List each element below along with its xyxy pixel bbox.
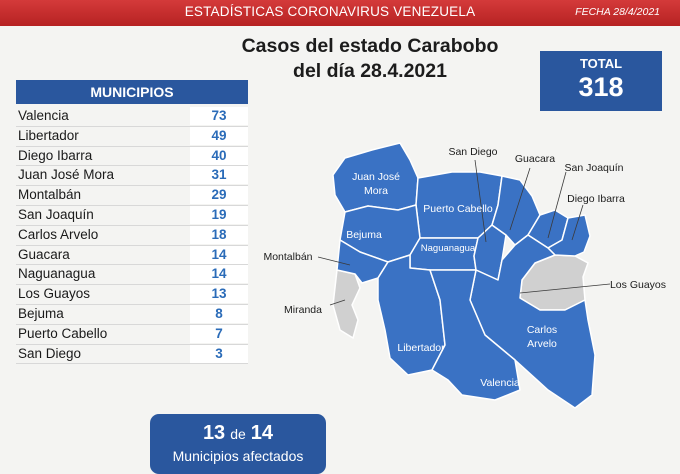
municipio-name: Montalbán [18,187,82,203]
map-label-montalban: Montalbán [263,251,312,263]
municipio-cases: 73 [190,107,248,125]
affected-total: 14 [250,422,274,444]
municipio-cases: 14 [190,265,248,284]
municipio-cases: 19 [190,205,248,224]
municipio-name: Bejuma [18,305,64,321]
municipio-row: Guacara 14 [16,245,248,266]
pointer-diego-ibarra [571,204,584,241]
pointer-los-guayos [519,283,611,294]
municipio-name: Los Guayos [18,286,91,302]
municipio-name: Puerto Cabello [18,325,108,341]
map-label-miranda: Miranda [284,304,322,316]
municipio-cases: 40 [190,146,248,165]
municipio-row: Valencia 73 [16,107,248,127]
municipio-row: Libertador 49 [16,126,248,147]
municipio-row: Bejuma 8 [16,304,248,325]
municipio-cases: 8 [190,304,248,323]
header-date: FECHA 28/4/2021 [575,6,660,18]
municipio-row: Diego Ibarra 40 [16,146,248,167]
municipio-row: Naguanagua 14 [16,265,248,286]
map-label-diego-ibarra: Diego Ibarra [567,193,625,205]
region-miranda [332,269,361,340]
affected-count-line: 13 de 14 [150,422,326,445]
map-label-los-guayos: Los Guayos [610,279,666,291]
municipio-cases: 31 [190,166,248,185]
page-title-line2: del día 28.4.2021 [293,60,447,82]
map-label-valencia: Valencia [480,377,520,389]
region-valencia [429,269,521,401]
municipio-name: Guacara [18,246,70,262]
municipio-name: Valencia [18,108,69,123]
map-label-san-diego: San Diego [448,146,497,158]
pointer-san-joaquin [547,171,567,239]
header-title: ESTADÍSTICAS CORONAVIRUS VENEZUELA [184,4,476,19]
municipio-row: San Diego 3 [16,344,248,365]
affected-label: Municipios afectados [172,448,304,464]
municipio-cases: 7 [190,324,248,343]
pointer-guacara [509,167,531,231]
map-label-naguanagua: Naguanagua [421,243,476,254]
municipio-row: Carlos Arvelo 18 [16,225,248,246]
map-label-puerto-cabello: Puerto Cabello [423,203,493,215]
total-label: TOTAL [579,56,623,71]
affected-count: 13 [202,422,226,444]
municipio-name: Naguanagua [18,266,96,282]
municipio-cases: 18 [190,225,248,244]
municipio-row: Los Guayos 13 [16,285,248,305]
map-label-carlos-arvelo-1: Carlos [527,324,557,336]
affected-box: 13 de 14 Municipios afectados [150,414,326,474]
total-value: 318 [578,72,624,102]
map-label-libertador: Libertador [397,342,445,354]
municipio-name: Carlos Arvelo [18,226,99,242]
municipio-name: Diego Ibarra [18,147,93,163]
region-carlos-arvelo [469,234,596,409]
municipio-name: San Diego [18,345,82,361]
map-label-guacara: Guacara [515,153,555,165]
affected-connector: de [230,426,246,442]
municipio-row: San Joaquín 19 [16,205,248,226]
total-box: TOTAL 318 [540,51,662,111]
municipio-row: Montalbán 29 [16,186,248,206]
pointer-miranda [329,299,346,306]
pointer-montalban [317,256,351,266]
municipio-cases: 14 [190,245,248,264]
region-montalban [336,239,389,284]
page-title-line1: Casos del estado Carabobo [241,35,499,57]
municipio-name: Juan José Mora [18,167,115,183]
municipio-name: San Joaquín [18,206,94,222]
municipio-row: Juan José Mora 31 [16,166,248,187]
map-label-bejuma: Bejuma [346,229,382,241]
municipios-header: MUNICIPIOS [16,80,248,104]
municipio-row: Puerto Cabello 7 [16,324,248,345]
municipio-cases: 3 [190,344,248,363]
region-diego-ibarra [547,214,591,257]
municipio-name: Libertador [18,127,79,143]
municipio-cases: 29 [190,186,248,205]
map-label-juan-jose-mora-1: Juan José [352,171,400,183]
municipio-cases: 49 [190,126,248,145]
map-label-san-joaquin: San Joaquín [565,162,624,174]
header-bar: ESTADÍSTICAS CORONAVIRUS VENEZUELA FECHA… [0,0,680,26]
map-label-juan-jose-mora-2: Mora [364,185,388,197]
municipios-table: Valencia 73 Libertador 49 Diego Ibarra 40 Juan… [16,107,248,365]
municipio-cases: 13 [190,285,248,304]
map-label-carlos-arvelo-2: Arvelo [527,338,557,350]
pointer-san-diego [474,159,487,243]
page-title: Casos del estado Carabobo del día 28.4.2… [200,34,540,84]
